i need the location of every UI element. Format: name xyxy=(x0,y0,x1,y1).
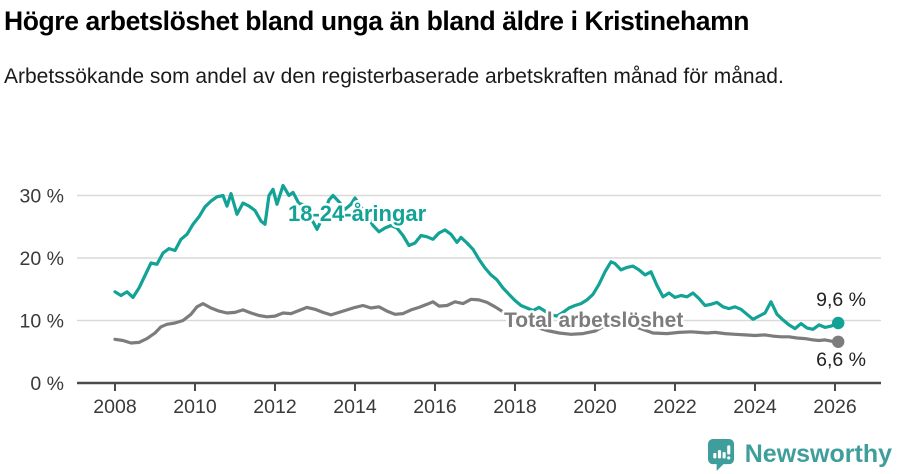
x-axis-tick-label: 2026 xyxy=(813,396,856,418)
end-value-label-youth: 9,6 % xyxy=(816,289,866,311)
x-axis-tick-label: 2008 xyxy=(93,396,136,418)
end-value-label-total: 6,6 % xyxy=(816,349,866,371)
x-axis-tick-label: 2016 xyxy=(413,396,456,418)
x-axis-tick-label: 2012 xyxy=(253,396,296,418)
x-axis-tick-label: 2018 xyxy=(493,396,536,418)
series-label-total: Total arbetslöshet xyxy=(504,309,683,332)
chart-subtitle: Arbetssökande som andel av den registerb… xyxy=(4,65,784,88)
y-axis-tick-label: 0 % xyxy=(30,373,64,395)
logo-speech-bubble-tail xyxy=(716,463,725,471)
y-axis-tick-label: 10 % xyxy=(20,311,64,333)
brand-name: Newsworthy xyxy=(744,440,892,468)
series-end-dot-1 xyxy=(832,335,845,348)
x-axis-tick-label: 2010 xyxy=(173,396,217,418)
x-axis-tick-label: 2014 xyxy=(333,396,377,418)
newsworthy-logo-icon xyxy=(707,439,734,471)
series-line-0 xyxy=(113,183,840,331)
series-label-youth: 18-24-åringar xyxy=(288,201,427,226)
chart-title: Högre arbetslöshet bland unga än bland ä… xyxy=(4,6,750,36)
chart-plot-area: 0 % 10 % 20 % 30 % 2008 2010 2012 2014 2016 2018 2… xyxy=(20,183,881,418)
series-end-dot-0 xyxy=(832,316,845,330)
brand-footer: Newsworthy xyxy=(707,438,892,471)
unemployment-line-chart: 0 % 10 % 20 % 30 % 2008 2010 2012 2014 2016 2018 2… xyxy=(20,183,881,418)
x-axis-tick-label: 2024 xyxy=(733,396,777,418)
x-axis-tick-label: 2022 xyxy=(653,396,696,418)
series-line-1 xyxy=(113,297,840,345)
x-axis-tick-label: 2020 xyxy=(573,396,617,418)
y-axis-tick-label: 30 % xyxy=(20,186,64,208)
y-axis-tick-label: 20 % xyxy=(20,248,64,270)
